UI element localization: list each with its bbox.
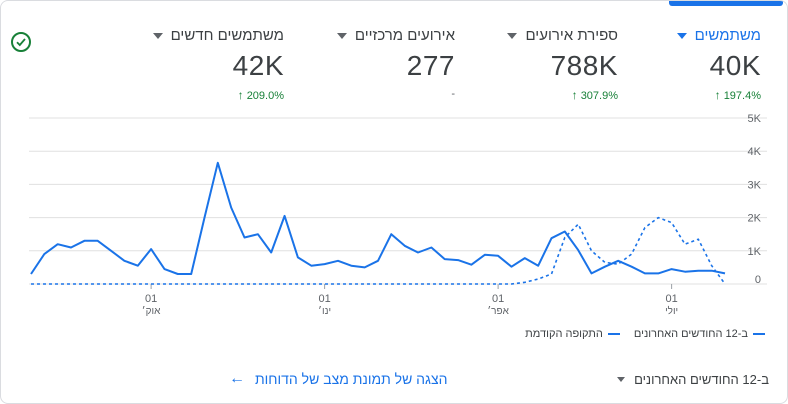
metric-value: 277 xyxy=(406,50,455,81)
arrow-up-icon: ↑ xyxy=(714,88,721,102)
legend-current: ב-12 החודשים האחרונים xyxy=(634,328,765,340)
series-line-current xyxy=(30,161,726,275)
x-tick-day: 01 xyxy=(145,293,157,305)
series-line-previous xyxy=(31,216,726,285)
legend-previous: התקופה הקודמת xyxy=(525,328,620,340)
metric-change: - xyxy=(451,88,455,100)
x-tick-month: ינו׳ xyxy=(318,306,331,317)
metric-key-events[interactable]: אירועים מרכזיים 277 - xyxy=(305,27,455,100)
y-tick-label: 4K xyxy=(748,146,762,158)
metric-change: 209.0% ↑ xyxy=(237,88,284,102)
metric-change: 307.9% ↑ xyxy=(571,88,618,102)
metric-label: משתמשים xyxy=(611,27,761,44)
chart-legend: ב-12 החודשים האחרונים התקופה הקודמת xyxy=(511,328,765,340)
x-tick-day: 01 xyxy=(665,293,677,305)
date-range-dropdown[interactable]: ב-12 החודשים האחרונים xyxy=(617,372,769,387)
metric-new-users[interactable]: משתמשים חדשים 42K 209.0% ↑ xyxy=(134,27,284,102)
metric-change: 197.4% ↑ xyxy=(714,88,761,102)
caret-down-icon xyxy=(507,33,518,40)
metric-label: ספירת אירועים xyxy=(468,27,618,44)
x-tick-day: 01 xyxy=(318,293,330,305)
metric-event-count[interactable]: ספירת אירועים 788K 307.9% ↑ xyxy=(468,27,618,102)
metric-users[interactable]: משתמשים 40K 197.4% ↑ xyxy=(611,27,761,102)
x-tick-month: אפר׳ xyxy=(487,306,509,317)
arrow-left-icon: ← xyxy=(229,370,245,387)
x-tick-month: אוק׳ xyxy=(142,306,161,317)
y-tick-label: 5K xyxy=(748,113,762,125)
y-tick-label: 0 xyxy=(755,274,761,286)
caret-down-icon xyxy=(676,33,687,40)
y-tick-label: 3K xyxy=(748,179,762,191)
arrow-up-icon: ↑ xyxy=(571,88,578,102)
dashed-line-swatch xyxy=(607,333,620,335)
caret-down-icon xyxy=(152,33,163,40)
metric-value: 40K xyxy=(709,50,761,81)
metric-value: 42K xyxy=(232,50,284,81)
x-tick-day: 01 xyxy=(492,293,504,305)
y-tick-label: 2K xyxy=(748,213,762,225)
y-tick-label: 1K xyxy=(748,246,762,258)
check-circle-icon xyxy=(11,32,31,52)
active-tab-indicator xyxy=(669,1,783,6)
view-reports-snapshot-link[interactable]: הצגה של תמונת מצב של הדוחות ← xyxy=(229,370,448,387)
metric-label: משתמשים חדשים xyxy=(134,27,284,44)
caret-down-icon xyxy=(617,377,626,382)
x-tick-month: יולי xyxy=(665,305,678,317)
metric-label: אירועים מרכזיים xyxy=(305,27,455,44)
solid-line-swatch xyxy=(753,333,765,335)
metric-value: 788K xyxy=(550,50,618,81)
caret-down-icon xyxy=(336,33,347,40)
arrow-up-icon: ↑ xyxy=(237,88,244,102)
